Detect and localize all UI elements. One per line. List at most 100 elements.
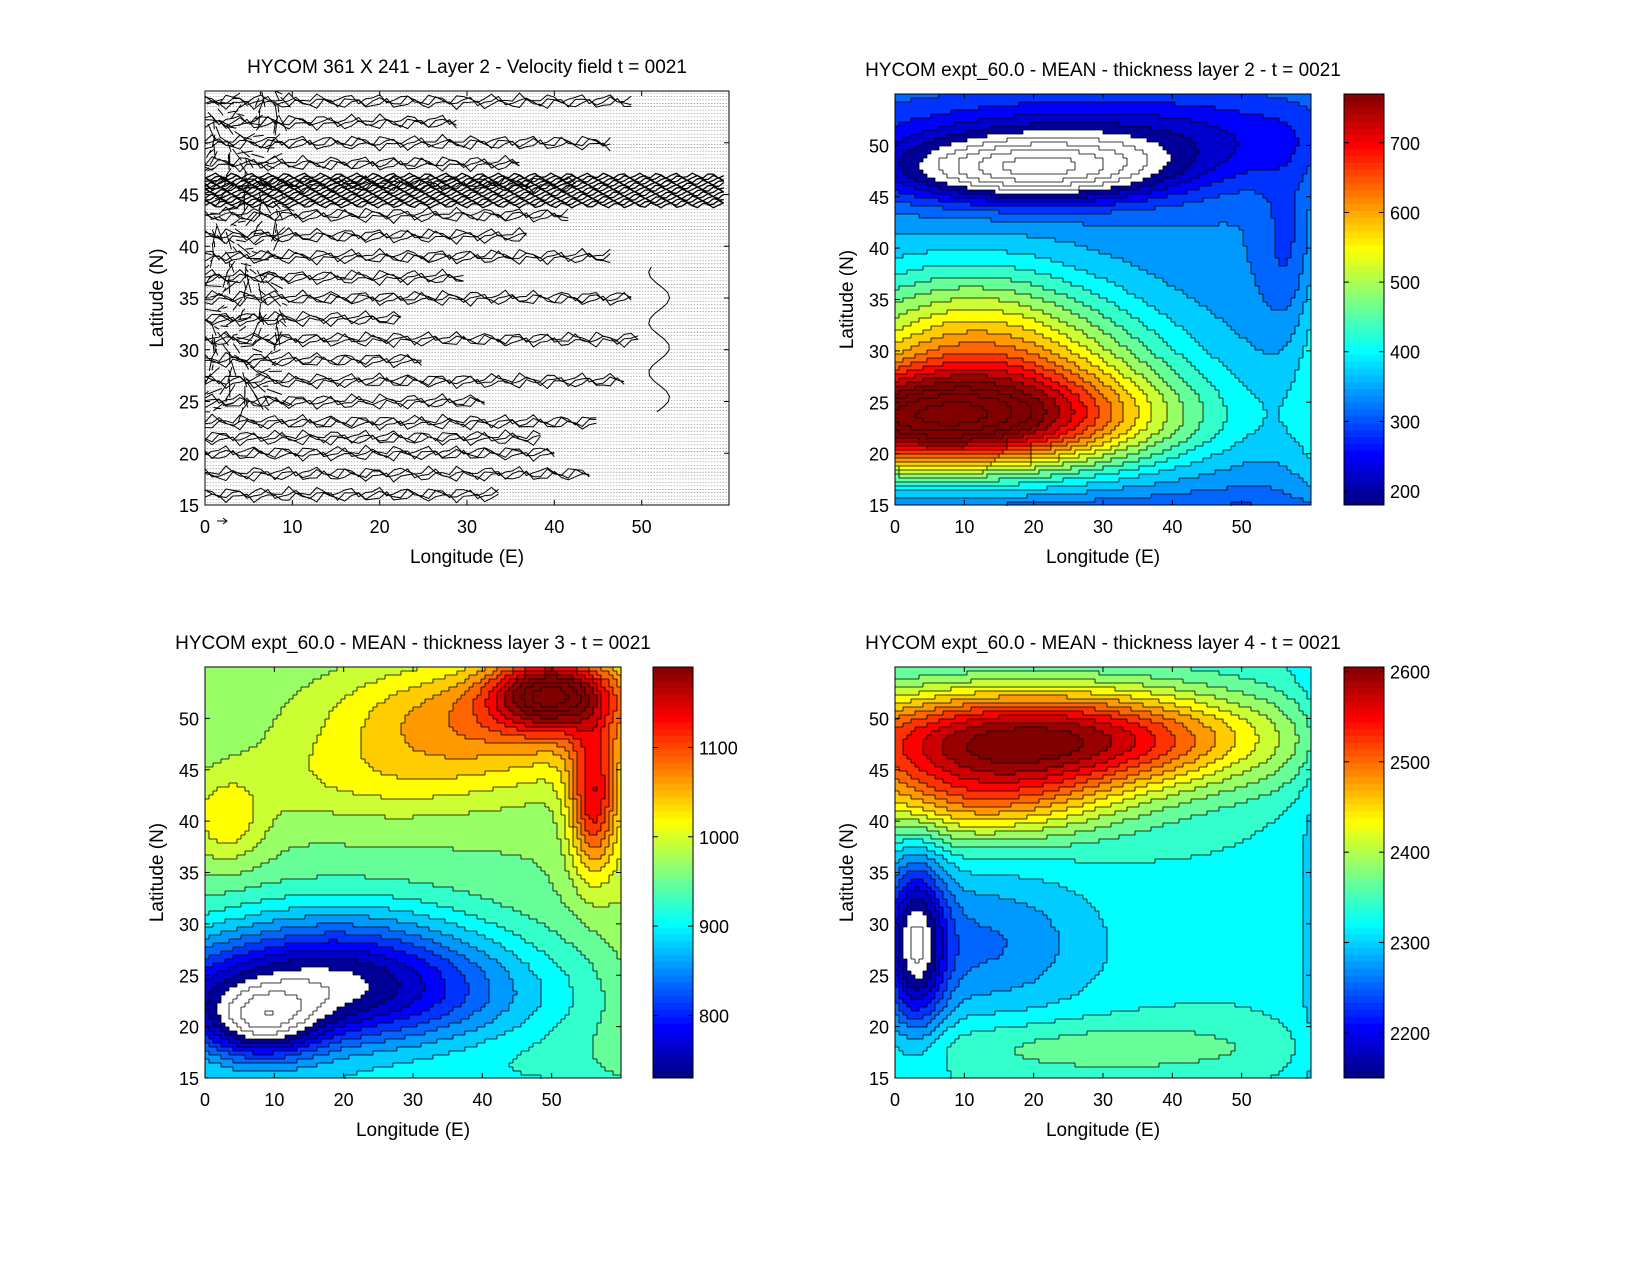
heatmap-cell xyxy=(1307,214,1312,219)
heatmap-cell xyxy=(1051,963,1104,968)
heatmap-cell xyxy=(421,683,458,688)
heatmap-cell xyxy=(1291,1031,1312,1036)
heatmap-cell xyxy=(1087,390,1100,395)
heatmap-cell xyxy=(585,811,602,816)
heatmap-cell xyxy=(1131,314,1168,319)
heatmap-cell xyxy=(947,923,956,928)
zonal-jet xyxy=(205,268,464,286)
heatmap-cell xyxy=(241,1027,290,1032)
heatmap-cell xyxy=(601,695,610,700)
heatmap-cell xyxy=(225,907,290,912)
heatmap-cell xyxy=(1039,470,1080,475)
heatmap-cell xyxy=(241,1011,266,1016)
heatmap-cell xyxy=(485,771,562,776)
heatmap-cell xyxy=(947,1067,1284,1072)
heatmap-cell xyxy=(405,963,430,968)
heatmap-cell xyxy=(1095,827,1152,832)
heatmap-cell xyxy=(1015,266,1076,271)
heatmap-cell xyxy=(895,1023,908,1028)
y-tick-label: 35 xyxy=(869,291,889,311)
heatmap-cell xyxy=(1219,358,1300,363)
heatmap-cell xyxy=(1247,338,1292,343)
colorbar-segment xyxy=(653,1009,693,1017)
heatmap-cell xyxy=(1307,1007,1312,1012)
heatmap-cell xyxy=(617,723,622,728)
heatmap-cell xyxy=(935,795,964,800)
y-tick-label: 45 xyxy=(179,186,199,206)
heatmap-cell xyxy=(1099,138,1148,143)
heatmap-cell xyxy=(253,799,562,804)
heatmap-cell xyxy=(301,967,330,972)
heatmap-cell xyxy=(1039,1059,1200,1064)
heatmap-cell xyxy=(533,683,570,688)
heatmap-cell xyxy=(1307,170,1312,175)
heatmap-cell xyxy=(1279,815,1308,820)
heatmap-cell xyxy=(943,1007,956,1012)
heatmap-cell xyxy=(613,719,622,724)
heatmap-cell xyxy=(1075,162,1104,167)
heatmap-cell xyxy=(1015,1051,1232,1056)
heatmap-cell xyxy=(1159,430,1176,435)
heatmap-cell xyxy=(405,1035,454,1040)
heatmap-cell xyxy=(205,691,298,696)
heatmap-cell xyxy=(481,967,506,972)
heatmap-cell xyxy=(1215,106,1308,111)
heatmap-cell xyxy=(1279,731,1296,736)
heatmap-cell xyxy=(205,899,262,904)
heatmap-cell xyxy=(1067,170,1100,175)
heatmap-cell xyxy=(405,719,450,724)
zonal-jet xyxy=(205,92,632,111)
heatmap-cell xyxy=(1175,783,1208,788)
heatmap-cell xyxy=(1235,330,1296,335)
heatmap-cell xyxy=(1215,386,1248,391)
heatmap-cell xyxy=(269,859,534,864)
heatmap-cell xyxy=(425,699,458,704)
heatmap-cell xyxy=(1307,823,1312,828)
heatmap-cell xyxy=(1187,166,1216,171)
heatmap-cell xyxy=(995,1027,1288,1032)
heatmap-cell xyxy=(557,835,566,840)
heatmap-cell xyxy=(1011,410,1032,415)
heatmap-cell xyxy=(361,1035,406,1040)
heatmap-cell xyxy=(911,951,924,956)
heatmap-cell xyxy=(1295,370,1312,375)
heatmap-cell xyxy=(1155,743,1176,748)
heatmap-cell xyxy=(297,1031,310,1036)
heatmap-cell xyxy=(613,807,618,812)
heatmap-cell xyxy=(923,378,1012,383)
heatmap-cell xyxy=(1203,346,1256,351)
heatmap-cell xyxy=(577,835,586,840)
heatmap-cell xyxy=(1107,747,1132,752)
heatmap-cell xyxy=(205,939,230,944)
heatmap-cell xyxy=(329,987,370,992)
heatmap-cell xyxy=(205,835,210,840)
heatmap-cell xyxy=(553,751,570,756)
heatmap-cell xyxy=(205,887,246,892)
heatmap-cell xyxy=(585,747,602,752)
heatmap-cell xyxy=(927,755,948,760)
heatmap-cell xyxy=(237,1031,254,1036)
heatmap-cell xyxy=(1095,763,1120,768)
heatmap-cell xyxy=(317,923,354,928)
heatmap-cell xyxy=(1043,390,1060,395)
heatmap-cell xyxy=(485,1039,542,1044)
heatmap-cell xyxy=(1259,779,1292,784)
heatmap-cell xyxy=(369,711,410,716)
heatmap-cell xyxy=(1279,418,1312,423)
heatmap-cell xyxy=(421,1011,450,1016)
heatmap-cell xyxy=(895,430,900,435)
heatmap-cell xyxy=(381,771,486,776)
heatmap-cell xyxy=(1247,170,1308,175)
heatmap-cell xyxy=(601,867,618,872)
heatmap-cell xyxy=(613,755,622,760)
heatmap-cell xyxy=(907,1015,924,1020)
heatmap-cell xyxy=(935,803,964,808)
heatmap-cell xyxy=(505,947,538,952)
heatmap-cell xyxy=(593,903,610,908)
heatmap-cell xyxy=(1067,887,1304,892)
heatmap-cell xyxy=(205,951,222,956)
heatmap-cell xyxy=(1215,695,1256,700)
heatmap-cell xyxy=(1047,727,1096,732)
heatmap-cell xyxy=(1095,474,1140,479)
heatmap-cell xyxy=(205,947,234,952)
